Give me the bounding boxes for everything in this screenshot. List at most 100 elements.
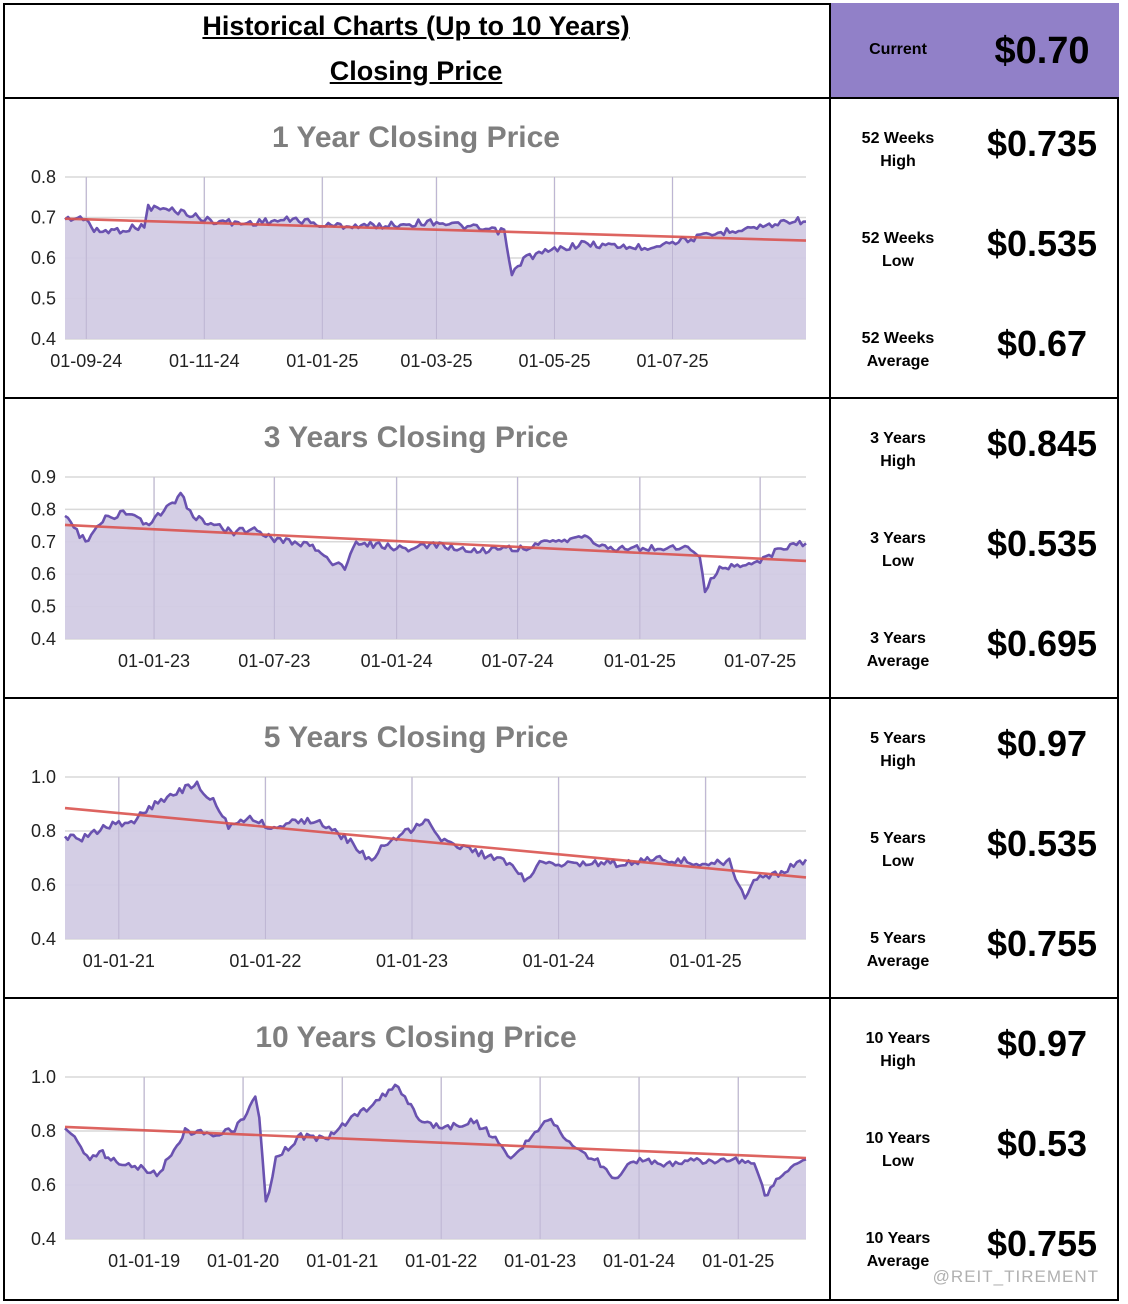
x-tick-label: 01-07-24: [482, 651, 554, 671]
x-tick-label: 01-01-21: [83, 951, 155, 971]
stats-cell: 10 Years High $0.97 10 Years Low $0.53 10 …: [831, 999, 1119, 1301]
stat-average: 3 Years Average $0.695: [831, 619, 1119, 679]
stat-value: $0.97: [996, 1023, 1088, 1064]
y-tick-label: 0.9: [31, 467, 56, 487]
stat-label-kind: High: [880, 753, 916, 770]
watermark: @REIT_TIREMENT: [932, 1267, 1099, 1286]
y-tick-label: 0.8: [31, 1121, 56, 1141]
stat-label-period: 5 Years: [870, 930, 926, 947]
y-tick-label: 0.6: [31, 1175, 56, 1195]
x-tick-label: 01-05-25: [518, 351, 590, 371]
stat-label-period: 3 Years: [870, 530, 926, 547]
y-tick-label: 0.7: [31, 532, 56, 552]
stat-label-kind: Average: [866, 953, 930, 970]
current-price-cell: Current $0.70: [831, 3, 1119, 99]
price-area: [65, 781, 806, 939]
stat-label-kind: Average: [866, 1253, 930, 1270]
y-tick-label: 0.4: [31, 329, 56, 349]
chart-row-10-years: 10 Years Closing Price 0.4 0.6 0.8 1.0 01-01-…: [3, 999, 1119, 1301]
trend-line: [64, 1125, 807, 1160]
chart-cell: 10 Years Closing Price 0.4 0.6 0.8 1.0 01-01-…: [3, 999, 831, 1301]
y-tick-label: 0.6: [31, 248, 56, 268]
y-tick-label: 1.0: [31, 1067, 56, 1087]
price-area: [65, 493, 806, 639]
stat-label-period: 10 Years: [865, 1130, 931, 1147]
chart-cell: 1 Year Closing Price 0.4 0.5 0.6 0.7 0.8 01-09…: [3, 99, 831, 397]
page-subtitle: Closing Price: [329, 56, 503, 86]
stat-label-kind: High: [880, 153, 916, 170]
x-tick-label: 01-01-19: [108, 1251, 180, 1271]
y-tick-label: 0.8: [31, 821, 56, 841]
header-title-cell: Historical Charts (Up to 10 Years) Closi…: [3, 3, 831, 99]
stat-label-kind: Low: [882, 1153, 914, 1170]
chart-10-years: 10 Years Closing Price 0.4 0.6 0.8 1.0 01-01-…: [31, 1021, 807, 1271]
y-tick-label: 0.6: [31, 564, 56, 584]
stat-label-kind: Low: [882, 553, 914, 570]
x-tick-label: 01-11-24: [169, 351, 240, 371]
y-tick-label: 0.8: [31, 499, 56, 519]
y-tick-label: 0.8: [31, 167, 56, 187]
stat-label-period: 10 Years: [865, 1230, 931, 1247]
x-tick-label: 01-01-23: [376, 951, 448, 971]
current-label: Current: [869, 41, 927, 58]
trend-line: [64, 523, 807, 563]
y-tick-label: 0.4: [31, 1229, 56, 1249]
stat-value: $0.695: [986, 623, 1098, 664]
stat-high: 3 Years High $0.845: [831, 419, 1119, 479]
x-tick-label: 01-01-25: [702, 1251, 774, 1271]
page-title: Historical Charts (Up to 10 Years): [202, 11, 630, 41]
chart-row-1-year: 1 Year Closing Price 0.4 0.5 0.6 0.7 0.8 01-09…: [3, 99, 1119, 399]
stat-average: 5 Years Average $0.755: [831, 919, 1119, 979]
stat-label-period: 10 Years: [865, 1030, 931, 1047]
stat-label-period: 3 Years: [870, 430, 926, 447]
x-tick-label: 01-01-24: [523, 951, 595, 971]
price-line: [63, 780, 808, 900]
stat-label-kind: High: [880, 1053, 916, 1070]
chart-cell: 3 Years Closing Price 0.4 0.5 0.6 0.7 0.8 0.9 0…: [3, 399, 831, 697]
stat-value: $0.535: [986, 823, 1098, 864]
stat-value: $0.535: [986, 523, 1098, 564]
stat-label-period: 3 Years: [870, 630, 926, 647]
stat-high: 5 Years High $0.97: [831, 719, 1119, 779]
stat-label-period: 5 Years: [870, 830, 926, 847]
x-tick-label: 01-01-25: [286, 351, 358, 371]
chart-row-5-years: 5 Years Closing Price 0.4 0.6 0.8 1.0 01-01-2…: [3, 699, 1119, 999]
current-value: $0.70: [994, 30, 1090, 72]
stat-label-kind: Average: [866, 353, 930, 370]
stat-high: 10 Years High $0.97: [831, 1019, 1119, 1079]
chart-3-years: 3 Years Closing Price 0.4 0.5 0.6 0.7 0.8 0.9 0…: [31, 421, 807, 671]
x-tick-label: 01-01-25: [670, 951, 742, 971]
x-tick-label: 01-07-25: [724, 651, 796, 671]
stat-value: $0.535: [986, 223, 1098, 264]
y-tick-label: 0.6: [31, 875, 56, 895]
y-tick-label: 1.0: [31, 767, 56, 787]
chart-5-years: 5 Years Closing Price 0.4 0.6 0.8 1.0 01-01-2…: [31, 721, 808, 971]
x-tick-label: 01-01-23: [504, 1251, 576, 1271]
stat-value: $0.67: [996, 323, 1088, 364]
x-tick-label: 01-03-25: [400, 351, 472, 371]
stats-cell: 52 Weeks High $0.735 52 Weeks Low $0.535 5…: [831, 99, 1119, 397]
x-tick-label: 01-07-23: [238, 651, 310, 671]
stat-value: $0.845: [986, 423, 1098, 464]
y-tick-label: 0.5: [31, 597, 56, 617]
stat-high: 52 Weeks High $0.735: [831, 119, 1119, 179]
stats-cell: 5 Years High $0.97 5 Years Low $0.535 5 Ye…: [831, 699, 1119, 997]
stat-label-period: 52 Weeks: [861, 130, 935, 147]
x-tick-label: 01-09-24: [50, 351, 122, 371]
x-tick-label: 01-01-22: [405, 1251, 477, 1271]
x-tick-label: 01-01-24: [603, 1251, 675, 1271]
stat-value: $0.97: [996, 723, 1088, 764]
x-tick-label: 01-07-25: [636, 351, 708, 371]
price-area: [65, 205, 806, 339]
stat-label-kind: Low: [882, 253, 914, 270]
x-tick-label: 01-01-23: [118, 651, 190, 671]
stat-label-kind: Average: [866, 653, 930, 670]
stat-label-period: 52 Weeks: [861, 330, 935, 347]
x-tick-label: 01-01-24: [361, 651, 433, 671]
price-area: [65, 1084, 806, 1239]
chart-title: 10 Years Closing Price: [255, 1021, 576, 1054]
trend-line: [64, 217, 807, 242]
y-tick-label: 0.5: [31, 289, 56, 309]
y-tick-label: 0.4: [31, 929, 56, 949]
stat-value: $0.53: [996, 1123, 1088, 1164]
